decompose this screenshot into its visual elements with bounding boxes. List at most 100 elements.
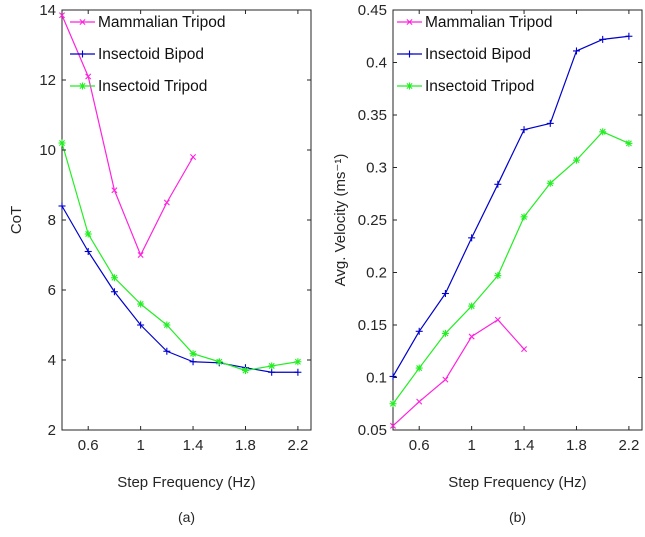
data-point-a-2-2 (110, 274, 118, 282)
series-line-a-2 (61, 142, 298, 372)
series-line-a-0 (61, 15, 194, 256)
data-point-b-1-5 (520, 126, 528, 134)
chart-b: 0.6 1 1.4 1.8 2.2 0.05 0.1 0.15 0.2 0.25 0.3 0.35 0.… (332, 2, 643, 525)
data-point-a-1-8 (268, 368, 276, 376)
legend-marker-b-2 (406, 82, 413, 90)
x-axis-label-b: Step Frequency (Hz) (448, 474, 586, 491)
series-line-a-1 (61, 205, 298, 373)
data-point-b-2-7 (572, 156, 580, 164)
data-point-a-2-9 (294, 358, 302, 366)
legend-label-b-0: Mammalian Tripod (425, 14, 553, 31)
data-point-a-0-2 (111, 187, 118, 194)
x-tick-label-b: 1 (467, 437, 475, 454)
x-tick-label-a: 1.4 (183, 437, 204, 454)
data-point-b-2-3 (468, 302, 476, 310)
series-lines-a (61, 15, 298, 373)
legend-label-a-1: Insectoid Bipod (98, 46, 204, 63)
legend-label-b-2: Insectoid Tripod (425, 78, 534, 95)
data-point-a-2-7 (241, 367, 249, 374)
data-point-a-0-3 (137, 251, 144, 259)
axis-ticks-b: 0.6 1 1.4 1.8 2.2 0.05 0.1 0.15 0.2 0.25 0.3 0.35 0.… (358, 2, 642, 454)
data-point-b-1-9 (625, 32, 633, 40)
caption-a: (a) (178, 509, 195, 525)
series-line-b-1 (392, 35, 629, 377)
y-tick-label-a: 12 (39, 72, 56, 89)
x-axis-label-a: Step Frequency (Hz) (117, 474, 255, 491)
data-point-a-1-5 (189, 358, 197, 366)
y-axis-label-b: Avg. Velocity (ms⁻¹) (332, 154, 349, 287)
data-point-a-1-3 (137, 321, 145, 329)
x-tick-label-a: 1.8 (235, 437, 256, 454)
y-tick-label-a: 2 (48, 422, 56, 439)
data-point-a-2-1 (84, 230, 92, 238)
legend-marker-b-1 (406, 50, 413, 58)
data-point-a-1-4 (163, 347, 171, 355)
data-point-a-1-0 (58, 202, 66, 210)
y-tick-label-b: 0.2 (366, 265, 387, 282)
legend-marker-a-2 (79, 82, 86, 90)
x-tick-label-b: 0.6 (409, 437, 430, 454)
y-axis-label-a: CoT (8, 206, 25, 234)
y-tick-label-b: 0.35 (358, 107, 387, 124)
x-tick-label-a: 0.6 (78, 437, 99, 454)
data-point-b-0-0 (389, 422, 397, 429)
chart-a: 0.6 1 1.4 1.8 2.2 2 4 6 8 10 12 14 Mammalian Tripod… (8, 2, 312, 525)
y-tick-label-b: 0.4 (366, 55, 387, 72)
axis-ticks-a: 0.6 1 1.4 1.8 2.2 2 4 6 8 10 12 14 (39, 2, 311, 454)
data-point-b-2-8 (599, 128, 607, 136)
legend-a: Mammalian Tripod Insectoid Bipod Insectoid… (70, 14, 226, 95)
data-point-b-2-2 (441, 329, 449, 337)
y-tick-label-b: 0.05 (358, 422, 387, 439)
data-point-a-2-6 (215, 358, 223, 366)
data-point-b-1-4 (494, 180, 502, 188)
data-point-b-0-4 (494, 316, 501, 323)
legend-marker-a-0 (79, 18, 86, 26)
data-point-b-2-0 (389, 400, 397, 408)
series-line-b-0 (392, 319, 525, 427)
y-tick-label-b: 0.1 (366, 370, 387, 387)
plot-area-b (392, 9, 643, 431)
data-point-b-1-8 (599, 35, 607, 43)
data-point-b-2-6 (546, 179, 554, 187)
data-point-a-1-1 (84, 248, 92, 255)
data-point-b-0-1 (416, 398, 423, 405)
legend-label-b-1: Insectoid Bipod (425, 46, 531, 63)
series-markers-a (58, 12, 302, 376)
series-line-b-2 (392, 131, 630, 405)
data-point-a-0-1 (85, 73, 92, 80)
data-point-b-1-3 (468, 234, 476, 242)
data-point-b-0-5 (521, 346, 528, 353)
y-tick-label-a: 14 (39, 2, 56, 19)
data-point-a-2-4 (163, 321, 171, 329)
y-tick-label-b: 0.45 (358, 2, 387, 19)
data-point-b-1-1 (415, 327, 423, 335)
y-tick-label-a: 8 (48, 212, 56, 229)
y-tick-label-b: 0.15 (358, 317, 387, 334)
x-tick-label-a: 2.2 (287, 437, 308, 454)
data-point-b-0-3 (468, 333, 475, 340)
data-point-b-0-2 (442, 376, 449, 383)
x-tick-label-a: 1 (136, 437, 144, 454)
data-point-b-2-1 (415, 364, 423, 372)
legend-marker-a-1 (79, 50, 86, 58)
series-markers-b (389, 32, 633, 429)
y-tick-label-b: 0.25 (358, 212, 387, 229)
data-point-a-0-5 (190, 153, 197, 161)
y-tick-label-a: 6 (48, 282, 56, 299)
data-point-a-2-8 (268, 362, 276, 370)
legend-label-a-0: Mammalian Tripod (98, 14, 226, 31)
data-point-a-0-0 (58, 12, 66, 19)
x-tick-label-b: 2.2 (618, 437, 639, 454)
caption-b: (b) (509, 509, 526, 525)
data-point-b-1-7 (572, 47, 580, 55)
data-point-a-2-5 (189, 350, 197, 358)
legend-b: Mammalian Tripod Insectoid Bipod Insectoid… (397, 14, 553, 95)
data-point-b-1-6 (546, 119, 554, 127)
y-tick-label-a: 4 (48, 352, 56, 369)
series-lines-b (392, 35, 630, 427)
legend-marker-b-0 (406, 18, 413, 26)
y-tick-label-a: 10 (39, 142, 56, 159)
legend-label-a-2: Insectoid Tripod (98, 78, 207, 95)
y-tick-label-b: 0.3 (366, 160, 387, 177)
